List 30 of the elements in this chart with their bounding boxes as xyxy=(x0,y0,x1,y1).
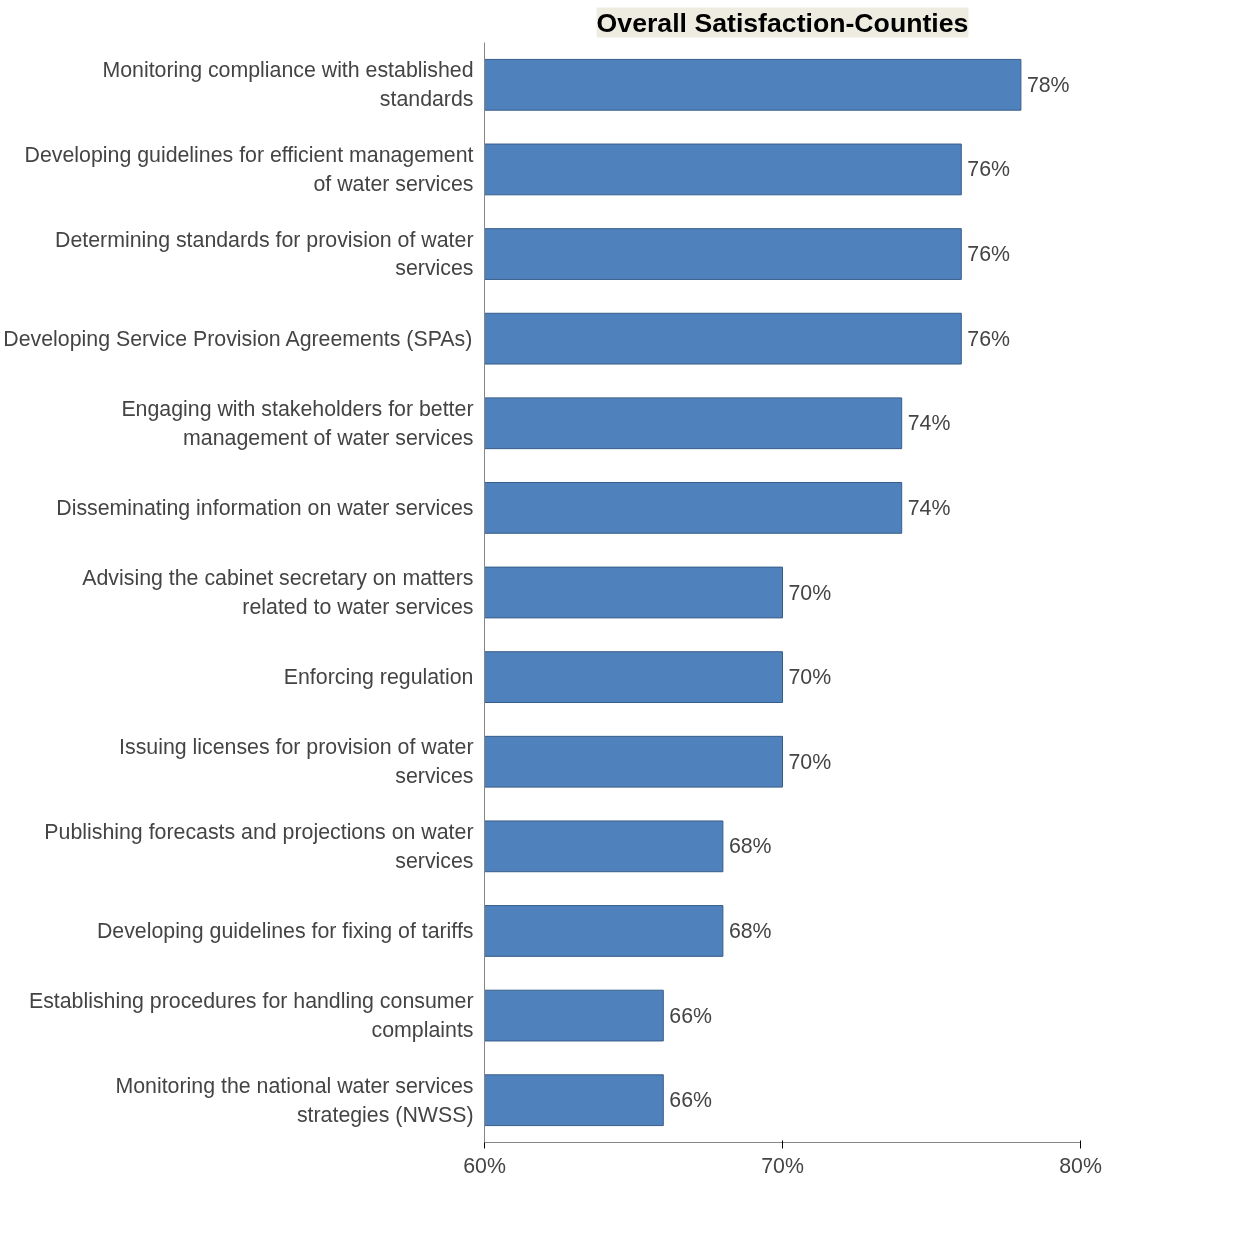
data-label: 66% xyxy=(669,1088,713,1113)
x-tick-label: 70% xyxy=(761,1153,804,1178)
y-tick-label: Monitoring the national water services strategies (NWSS) xyxy=(115,1073,474,1127)
x-tick-label: 80% xyxy=(1059,1153,1102,1178)
chart-title: Overall Satisfaction-Counties xyxy=(596,7,969,38)
data-label: 70% xyxy=(788,749,832,774)
y-tick-label: Determining standards for provision of water services xyxy=(55,227,474,281)
data-label: 70% xyxy=(788,665,832,690)
y-tick-label: Issuing licenses for provision of water services xyxy=(119,735,474,789)
y-tick-label: Developing guidelines for fixing of tariffs xyxy=(96,918,474,943)
data-label: 66% xyxy=(669,1003,713,1028)
y-tick-label: Advising the cabinet secretary on matters related to water services xyxy=(82,566,474,619)
y-tick-label: Enforcing regulation xyxy=(283,665,474,690)
y-tick-label: Publishing forecasts and projections on water services xyxy=(44,819,474,873)
data-label: 70% xyxy=(788,580,832,605)
data-label: 74% xyxy=(907,495,951,520)
y-tick-label: Developing guidelines for efficient management of water services xyxy=(24,143,474,196)
y-tick-label: Disseminating information on water services xyxy=(56,495,474,520)
y-tick-label: Developing Service Provision Agreements (SPAs) xyxy=(3,326,473,351)
data-label: 76% xyxy=(967,326,1011,351)
data-label: 78% xyxy=(1026,72,1070,97)
x-tick-label: 60% xyxy=(463,1153,506,1178)
data-label: 76% xyxy=(967,157,1011,182)
y-tick-label: Establishing procedures for handling consumer complaints xyxy=(28,989,474,1042)
data-label: 76% xyxy=(967,242,1011,267)
data-label: 68% xyxy=(728,918,772,943)
y-tick-label: Monitoring compliance with established standards xyxy=(102,58,474,112)
y-tick-label: Engaging with stakeholders for better management of water services xyxy=(121,396,474,450)
data-label: 68% xyxy=(728,834,772,859)
data-label: 74% xyxy=(907,411,951,436)
